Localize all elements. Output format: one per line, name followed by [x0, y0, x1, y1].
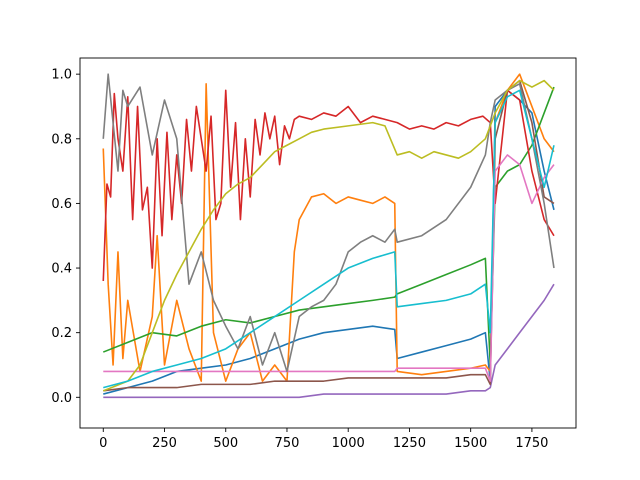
- y-axis: 0.0 0.2 0.4 0.6 0.8 1.0: [51, 68, 80, 406]
- x-tick-label: 1500: [454, 436, 487, 451]
- x-tick-label: 0: [99, 436, 107, 451]
- x-tick-label: 1750: [515, 436, 548, 451]
- series-line-6: [103, 154, 555, 382]
- x-tick-label: 250: [152, 436, 177, 451]
- y-tick-label: 1.0: [51, 68, 72, 83]
- x-tick-label: 750: [275, 436, 300, 451]
- y-tick-label: 0.0: [51, 391, 72, 406]
- series-layer: [102, 73, 555, 399]
- axes-border: [79, 57, 577, 429]
- series-line-7: [102, 73, 555, 373]
- series-line-3: [102, 89, 555, 282]
- x-tick-label: 500: [213, 436, 238, 451]
- series-line-2: [102, 86, 555, 366]
- y-tick-label: 0.2: [51, 326, 72, 341]
- plot-area: [79, 57, 577, 429]
- series-line-4: [103, 283, 555, 399]
- series-line-9: [103, 89, 555, 389]
- y-tick-label: 0.4: [51, 262, 72, 277]
- series-line-8: [102, 79, 555, 392]
- y-tick-label: 0.6: [51, 197, 72, 212]
- x-tick-label: 1000: [332, 436, 365, 451]
- x-axis: 0 250 500 750 1000 1250 1500 1750: [99, 428, 548, 451]
- y-tick-label: 0.8: [51, 132, 72, 147]
- x-tick-label: 1250: [393, 436, 426, 451]
- series-line-1: [102, 73, 555, 382]
